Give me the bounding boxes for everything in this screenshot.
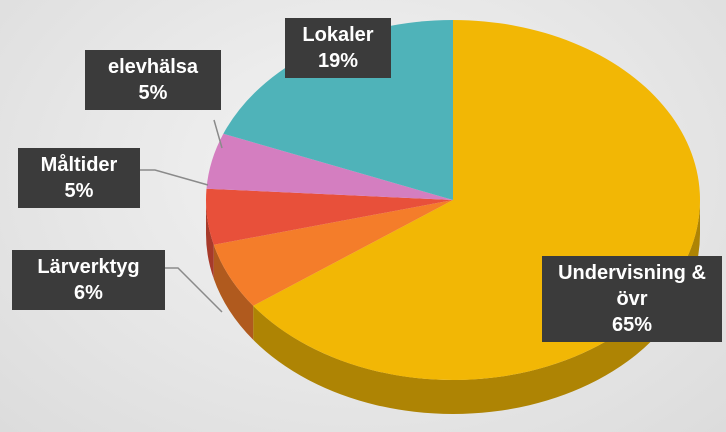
slice <box>205 188 453 245</box>
category-label: Lokaler <box>302 24 374 46</box>
data-label: Lokaler 19% <box>285 18 391 78</box>
slice-side <box>206 200 214 279</box>
category-label: elevhälsa <box>107 56 199 78</box>
leader-line <box>140 169 209 186</box>
data-label: elevhälsa 5% <box>85 50 221 110</box>
slice-side <box>253 200 701 414</box>
leader-line <box>213 119 223 149</box>
category-label: Undervisning & övr <box>558 262 706 310</box>
leader-line <box>165 267 223 313</box>
slice <box>223 20 453 200</box>
slice <box>213 200 453 306</box>
slice-side <box>213 244 254 340</box>
data-label: Lärverktyg 6% <box>12 250 165 310</box>
value-label: 5% <box>64 180 94 202</box>
value-label: 65% <box>611 314 653 336</box>
data-label: Undervisning & övr 65% <box>542 256 722 342</box>
value-label: 6% <box>74 282 103 304</box>
category-label: Lärverktyg <box>37 256 140 278</box>
value-label: 5% <box>138 82 168 104</box>
data-label: Måltider 5% <box>18 148 140 208</box>
category-label: Måltider <box>40 154 118 176</box>
value-label: 19% <box>317 50 359 72</box>
slice <box>206 133 453 200</box>
